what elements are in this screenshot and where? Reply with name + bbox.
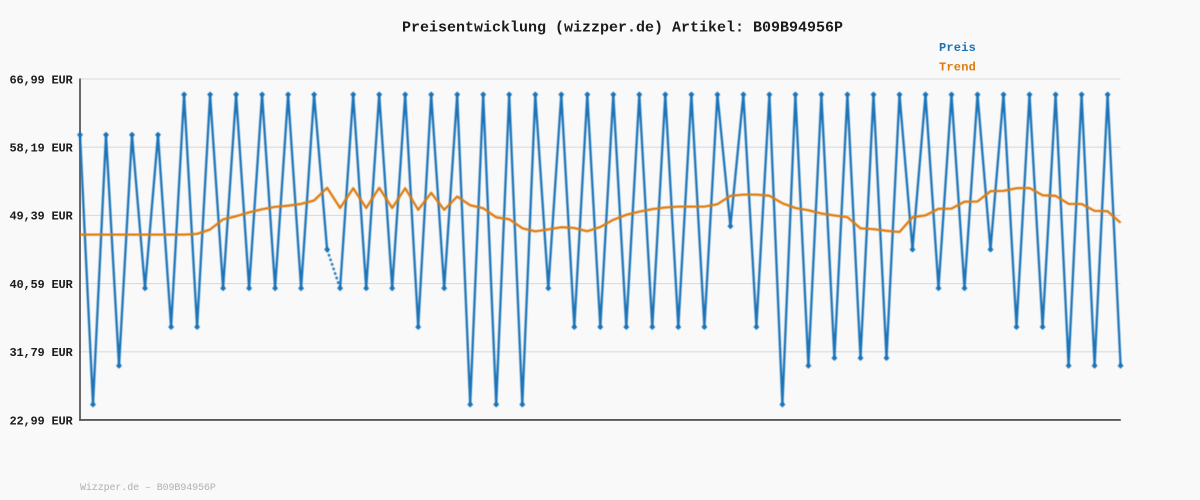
svg-text:Preis: Preis [939, 41, 976, 55]
svg-text:Wizzper.de – B09B94956P: Wizzper.de – B09B94956P [80, 482, 216, 494]
svg-text:49,39 EUR: 49,39 EUR [9, 210, 73, 224]
svg-text:40,59 EUR: 40,59 EUR [9, 278, 73, 292]
svg-text:Preisentwicklung (wizzper.de): Preisentwicklung (wizzper.de) Artikel: B… [402, 20, 843, 37]
svg-text:22,99 EUR: 22,99 EUR [9, 414, 73, 428]
svg-text:58,19 EUR: 58,19 EUR [9, 142, 73, 156]
svg-text:31,79 EUR: 31,79 EUR [9, 346, 73, 360]
svg-text:66,99 EUR: 66,99 EUR [9, 73, 73, 87]
svg-text:Trend: Trend [939, 61, 976, 75]
